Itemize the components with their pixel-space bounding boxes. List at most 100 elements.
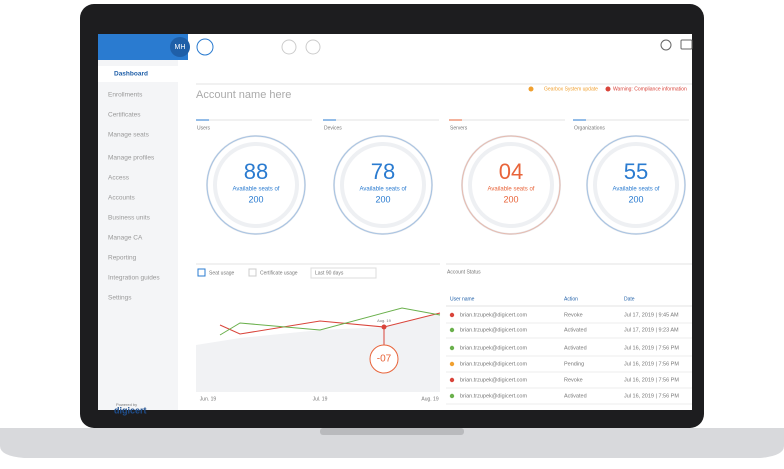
notice[interactable]: Gearbox System update: [544, 86, 598, 92]
gauge-value: 04: [499, 159, 523, 184]
base: [0, 428, 784, 458]
table-cell: Revoke: [564, 377, 583, 383]
nav-item[interactable]: Dashboard: [114, 71, 148, 78]
table-cell: Jul 17, 2019 | 9:23 AM: [624, 327, 679, 333]
status-dot: [449, 327, 455, 333]
gauge-ring: [586, 135, 686, 235]
icon[interactable]: [305, 39, 321, 55]
table-cell: Revoke: [564, 312, 583, 318]
gauge-ring: [206, 135, 306, 235]
table-cell: Jul 16, 2019 | 7:56 PM: [624, 393, 679, 399]
search-icon[interactable]: [660, 39, 672, 51]
table-cell: Activated: [564, 327, 587, 333]
table-cell: Activated: [564, 393, 587, 399]
table-cell: Pending: [564, 361, 584, 367]
avatar-text: MH: [175, 44, 186, 51]
status-dot: [449, 393, 455, 399]
table-cell: brian.trzupek@digicert.com: [460, 345, 527, 351]
nav-item[interactable]: Access: [108, 175, 130, 182]
avatar[interactable]: [170, 37, 190, 57]
warning[interactable]: Warning: Compliance information: [613, 86, 687, 92]
gauge-total: 200: [628, 194, 643, 204]
nav-item[interactable]: Manage CA: [108, 235, 143, 242]
gauge-value: 55: [624, 159, 648, 184]
status-dot: [449, 361, 455, 367]
table-header: Date: [624, 296, 635, 302]
table-title: Account Status: [447, 269, 481, 275]
powered-by: Powered by: [116, 402, 137, 407]
table-cell: Jul 16, 2019 | 7:56 PM: [624, 345, 679, 351]
chat-icon[interactable]: [680, 39, 693, 50]
nav-item[interactable]: Enrollments: [108, 92, 143, 99]
status-dot: [449, 312, 455, 318]
gauge-ring: [333, 135, 433, 235]
checkbox[interactable]: [248, 268, 257, 277]
table-cell: Activated: [564, 345, 587, 351]
gauge-ring: [461, 135, 561, 235]
gauge-inner: [468, 142, 554, 228]
nav-item[interactable]: Manage seats: [108, 132, 150, 139]
certificate-usage[interactable]: Certificate usage: [260, 270, 298, 276]
gauge-inner: [593, 142, 679, 228]
sidebar: [98, 34, 178, 410]
x-label: Jun. 19: [200, 396, 217, 402]
table-cell: Jul 16, 2019 | 7:56 PM: [624, 377, 679, 383]
gauge-arc: [206, 135, 306, 235]
active-nav: [98, 66, 178, 82]
table-cell: brian.trzupek@digicert.com: [460, 377, 527, 383]
seat-usage[interactable]: Seat usage: [209, 270, 235, 276]
gauge-caption: Available seats of: [233, 187, 280, 193]
nav-item[interactable]: Certificates: [108, 112, 141, 119]
table-cell: brian.trzupek@digicert.com: [460, 327, 527, 333]
table-cell: brian.trzupek@digicert.com: [460, 393, 527, 399]
icon[interactable]: [196, 38, 214, 56]
gauge-arc: [461, 135, 561, 235]
gauge-label: Organizations: [574, 125, 605, 131]
point: [381, 324, 387, 330]
gauge-caption: Available seats of: [613, 187, 660, 193]
x-label: Jul. 19: [313, 396, 328, 402]
table-cell: Jul 17, 2019 | 9:45 AM: [624, 312, 679, 318]
x-label: Aug. 19: [421, 396, 438, 402]
table-header: Action: [564, 296, 578, 302]
table-cell: brian.trzupek@digicert.com: [460, 312, 527, 318]
gauge-total: 200: [503, 194, 518, 204]
gauge-arc: [586, 135, 686, 235]
table-cell: Jul 16, 2019 | 7:56 PM: [624, 361, 679, 367]
range[interactable]: Last 90 days: [315, 270, 344, 276]
gauge-caption: Available seats of: [360, 187, 407, 193]
notice-dot: [528, 86, 534, 92]
gauge-value: 88: [244, 159, 268, 184]
gauge-inner: [340, 142, 426, 228]
callout-value: -07: [377, 354, 392, 365]
nav-item[interactable]: Manage profiles: [108, 155, 155, 162]
account-name: Account name here: [196, 89, 291, 101]
gauge-arc: [333, 135, 433, 235]
gauge-caption: Available seats of: [488, 187, 535, 193]
warning-dot: [605, 86, 611, 92]
icon[interactable]: [281, 39, 297, 55]
green-line: [219, 307, 441, 336]
gauge-inner: [213, 142, 299, 228]
red-line: [219, 312, 441, 335]
callout: [369, 344, 399, 374]
nav-item[interactable]: Settings: [108, 295, 132, 302]
gauge-total: 200: [248, 194, 263, 204]
gauge-label: Users: [197, 125, 211, 131]
gauge-label: Servers: [450, 125, 468, 131]
dropdown[interactable]: [310, 267, 377, 279]
gauge-value: 78: [371, 159, 395, 184]
nav-item[interactable]: Business units: [108, 215, 151, 222]
table-cell: brian.trzupek@digicert.com: [460, 361, 527, 367]
gauge-label: Devices: [324, 125, 342, 131]
notch: [320, 428, 464, 435]
status-dot: [449, 377, 455, 383]
nav-item[interactable]: Integration guides: [108, 275, 160, 282]
callout-label: Aug. 19: [377, 318, 392, 323]
gauge-total: 200: [375, 194, 390, 204]
table-header: User name: [450, 296, 475, 302]
nav-item[interactable]: Accounts: [108, 195, 135, 202]
checkbox[interactable]: [197, 268, 206, 277]
nav-item[interactable]: Reporting: [108, 255, 137, 262]
